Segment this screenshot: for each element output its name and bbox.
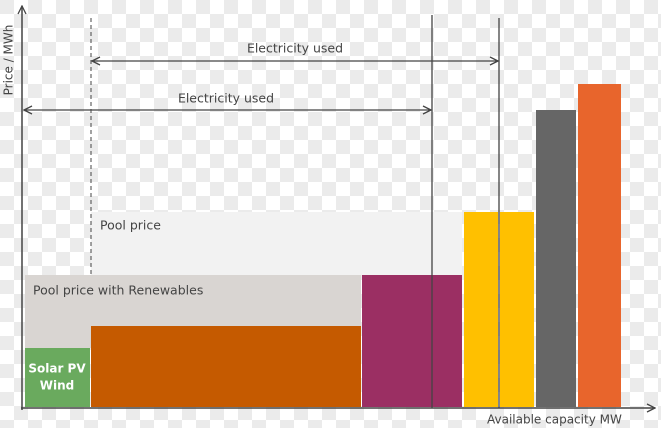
block — [500, 212, 534, 407]
renewables-band — [25, 275, 361, 348]
block — [536, 110, 576, 407]
solar-wind-block — [25, 348, 90, 407]
block — [362, 275, 462, 407]
band-label: Pool price — [100, 218, 161, 233]
block-label: Wind — [40, 379, 74, 393]
block — [91, 326, 361, 407]
band-label: Pool price with Renewables — [33, 283, 203, 298]
x-axis-label: Available capacity MW — [487, 413, 622, 427]
arrow-label: Electricity used — [178, 91, 274, 106]
arrow-label: Electricity used — [247, 41, 343, 56]
pool-price-band — [91, 212, 462, 275]
y-axis-label: Price / MWh — [2, 25, 16, 96]
block — [578, 84, 621, 407]
block-label: Solar PV — [28, 362, 86, 376]
block — [464, 212, 498, 407]
